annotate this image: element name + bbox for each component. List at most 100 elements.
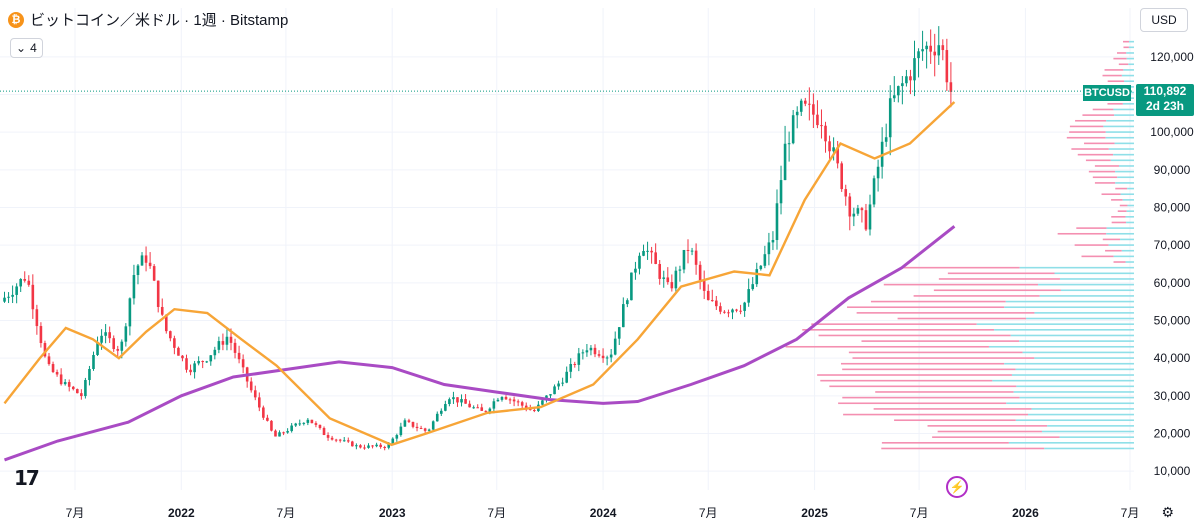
candle-body — [47, 356, 51, 365]
candle-body — [476, 407, 480, 409]
candle-body — [799, 100, 803, 112]
volume-bar-down — [1075, 119, 1107, 122]
volume-bar-down — [1101, 193, 1121, 196]
candle-body — [613, 338, 617, 355]
candle-body — [120, 341, 124, 351]
candle-body — [504, 397, 508, 400]
candle-body — [747, 289, 750, 303]
candle-body — [355, 445, 358, 447]
candle-body — [419, 428, 423, 430]
last-price-tag: 110,892 2d 23h — [1136, 84, 1194, 116]
candle-body — [549, 394, 552, 396]
candle-body — [581, 352, 585, 354]
x-tick-label: 2025 — [801, 506, 828, 520]
volume-bar-up — [1015, 419, 1134, 422]
candle-body — [88, 369, 91, 381]
volume-bar-up — [1108, 244, 1134, 246]
tradingview-logo[interactable]: 17 — [14, 466, 40, 490]
candle-body — [371, 445, 374, 447]
y-tick-label: 10,000 — [1154, 464, 1191, 478]
candle-body — [654, 252, 657, 264]
candle-body — [751, 284, 755, 290]
candle-body — [387, 443, 391, 448]
candle-body — [229, 336, 233, 343]
candle-body — [96, 342, 99, 355]
volume-bar-up — [1127, 187, 1134, 190]
volume-bar-down — [1057, 232, 1107, 235]
volume-bar-down — [932, 436, 1060, 438]
candle-body — [152, 266, 156, 281]
candle-body — [444, 404, 447, 411]
volume-bar-down — [1076, 227, 1107, 229]
volume-bar-up — [1011, 374, 1134, 376]
candle-body — [415, 426, 419, 429]
candle-body — [650, 250, 653, 253]
candle-body — [395, 435, 399, 439]
volume-bar-down — [1104, 69, 1124, 71]
candle-body — [933, 51, 937, 56]
candle-body — [888, 98, 892, 138]
candle-body — [258, 397, 261, 408]
candle-body — [80, 393, 83, 397]
bar-countdown: 2d 23h — [1145, 99, 1184, 113]
volume-bar-down — [1111, 199, 1123, 201]
volume-bar-up — [1006, 402, 1134, 405]
candle-body — [496, 399, 500, 402]
y-tick-label: 50,000 — [1154, 314, 1191, 328]
y-tick-label: 40,000 — [1154, 351, 1191, 365]
candle-body — [314, 423, 318, 425]
volume-bar-down — [927, 425, 1048, 427]
volume-bar-up — [1004, 362, 1134, 365]
x-tick-label: 7月 — [910, 506, 929, 520]
volume-bar-up — [1044, 447, 1134, 450]
candle-body — [346, 440, 350, 442]
candle-body — [140, 255, 144, 266]
volume-bar-up — [1126, 57, 1134, 60]
candle-body — [832, 147, 835, 152]
candle-body — [440, 410, 443, 414]
volume-bar-down — [1084, 142, 1115, 145]
candle-body — [177, 347, 180, 356]
candle-body — [19, 279, 22, 287]
currency-select[interactable]: USD — [1140, 8, 1188, 32]
candle-body — [520, 402, 524, 406]
candle-body — [456, 397, 459, 403]
candle-body — [484, 410, 488, 412]
candle-body — [391, 438, 395, 444]
volume-bar-down — [843, 413, 1029, 416]
gear-icon[interactable]: ⚙ — [1161, 504, 1174, 520]
volume-bar-up — [1121, 74, 1134, 77]
candlestick-series — [3, 26, 953, 451]
volume-bar-down — [861, 340, 1020, 342]
chevron-down-icon: ⌄ — [16, 41, 27, 55]
volume-bar-down — [933, 289, 1061, 292]
volume-bar-down — [1071, 148, 1109, 150]
candle-body — [844, 189, 848, 197]
volume-bar-up — [1015, 368, 1134, 371]
volume-bar-up — [1114, 142, 1134, 145]
candle-body — [763, 254, 767, 266]
candle-body — [585, 350, 589, 353]
candle-body — [775, 203, 779, 240]
volume-bar-down — [856, 312, 1035, 314]
candle-body — [767, 242, 771, 255]
candle-body — [702, 280, 706, 291]
candle-body — [682, 249, 686, 270]
candle-body — [787, 143, 791, 145]
indicators-toggle[interactable]: ⌄ 4 — [10, 38, 43, 58]
x-tick-label: 7月 — [66, 506, 85, 520]
volume-bar-up — [1125, 261, 1134, 263]
candle-body — [605, 357, 609, 359]
candle-body — [727, 312, 730, 314]
volume-bar-down — [1116, 52, 1127, 54]
y-tick-label: 70,000 — [1154, 238, 1191, 252]
indicator-count: 4 — [30, 41, 37, 55]
candle-body — [779, 180, 783, 204]
lightning-icon[interactable]: ⚡ — [946, 476, 968, 498]
candle-body — [164, 314, 168, 332]
volume-bar-down — [1088, 170, 1116, 173]
candle-body — [197, 361, 200, 364]
volume-bar-down — [829, 385, 1017, 388]
candle-body — [132, 275, 136, 299]
